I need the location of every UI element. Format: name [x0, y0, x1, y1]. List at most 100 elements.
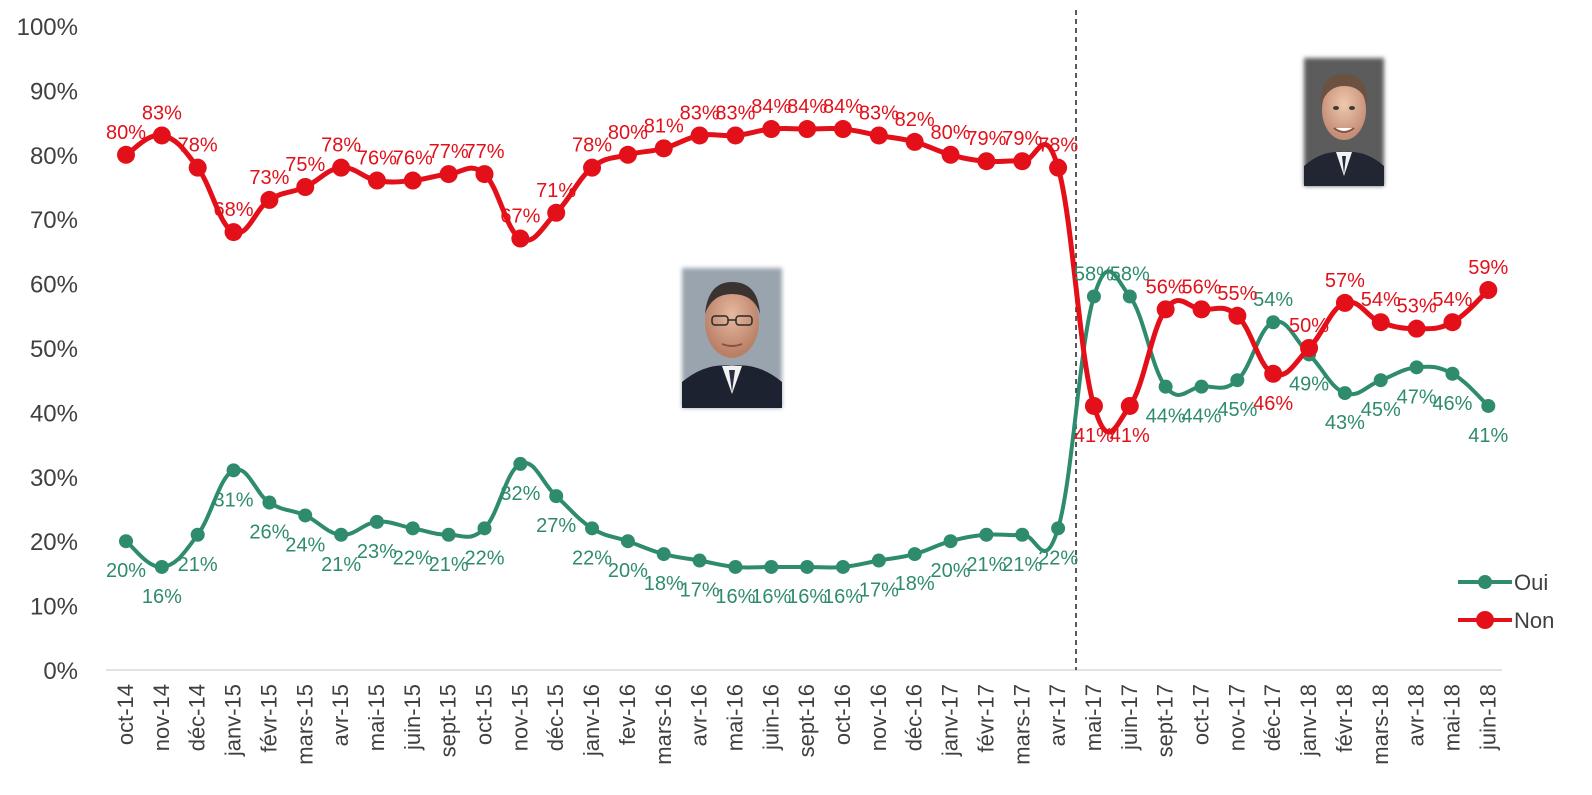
x-tick-label: mai-15 [364, 684, 389, 751]
series-line [124, 125, 1491, 435]
data-point [869, 126, 888, 145]
data-label: 21% [1002, 554, 1042, 576]
y-tick-label: 40% [30, 400, 78, 427]
data-label: 16% [751, 586, 791, 608]
data-label: 22% [464, 547, 504, 569]
legend: Oui Non [1458, 570, 1554, 633]
x-axis-ticks: oct-14 nov-14 déc-14 janv-15 févr-15 mars-15 a… [113, 684, 1500, 765]
y-tick-label: 30% [30, 465, 78, 492]
data-label: 83% [142, 102, 182, 124]
data-label: 47% [1397, 386, 1437, 408]
data-label: 24% [285, 534, 325, 556]
data-label: 22% [1038, 547, 1078, 569]
x-tick-label: nov-14 [149, 684, 174, 751]
data-point [369, 514, 384, 529]
y-tick-label: 0% [43, 658, 78, 685]
x-tick-label: déc-14 [185, 684, 210, 751]
data-label: 78% [1038, 135, 1078, 157]
data-point [441, 527, 456, 542]
data-label: 16% [715, 586, 755, 608]
data-point [334, 527, 349, 542]
data-label: 56% [1146, 276, 1186, 298]
data-point [1049, 158, 1068, 177]
x-tick-label: mai-16 [722, 684, 747, 751]
series-oui [119, 269, 1496, 574]
data-point [762, 120, 781, 139]
data-point [1300, 339, 1319, 357]
data-point [117, 145, 135, 164]
x-tick-label: oct-15 [472, 684, 497, 745]
data-point [1086, 289, 1101, 304]
data-point [1230, 373, 1245, 388]
x-tick-label: avr-15 [328, 684, 353, 746]
data-label: 54% [1253, 289, 1293, 311]
y-tick-label: 80% [30, 143, 78, 170]
data-point [1015, 527, 1030, 542]
x-tick-label: nov-17 [1224, 684, 1249, 751]
data-point [119, 534, 133, 549]
data-point [1228, 306, 1247, 325]
data-label: 83% [859, 102, 899, 124]
data-label: 79% [966, 128, 1006, 150]
data-label: 22% [393, 547, 433, 569]
data-point [405, 521, 420, 536]
data-point [296, 178, 315, 196]
data-label: 59% [1468, 257, 1508, 279]
data-label: 21% [966, 554, 1006, 576]
data-point [1373, 373, 1388, 388]
data-label: 20% [931, 560, 971, 582]
data-label: 84% [751, 96, 791, 118]
data-point [941, 145, 960, 164]
x-tick-label: déc-16 [902, 684, 927, 751]
x-tick-label: janv-15 [221, 684, 246, 757]
data-label: 46% [1432, 393, 1472, 415]
x-tick-label: mars-17 [1009, 684, 1034, 765]
data-point [654, 139, 673, 158]
data-label: 78% [178, 135, 218, 157]
data-label: 18% [895, 573, 935, 595]
x-tick-label: avr-18 [1404, 684, 1429, 746]
data-label: 41% [1110, 425, 1150, 447]
x-tick-label: févr-15 [256, 684, 281, 752]
data-point [979, 527, 994, 542]
x-tick-label: avr-17 [1045, 684, 1070, 746]
data-label: 45% [1217, 399, 1257, 421]
legend-swatch-marker [1478, 575, 1492, 589]
data-point [1084, 396, 1103, 415]
legend-label: Non [1514, 608, 1554, 633]
data-point [513, 456, 528, 471]
x-tick-label: janv-16 [579, 684, 604, 757]
x-tick-label: déc-15 [543, 684, 568, 751]
data-point [511, 229, 530, 248]
data-label: 78% [572, 135, 612, 157]
data-label: 84% [823, 96, 863, 118]
x-tick-label: juin-15 [400, 684, 425, 751]
data-label: 41% [1074, 425, 1114, 447]
legend-label: Oui [1514, 570, 1548, 595]
data-point [1120, 396, 1139, 415]
data-label: 67% [500, 206, 540, 228]
x-tick-label: févr-17 [973, 684, 998, 752]
data-label: 17% [680, 580, 720, 602]
data-label: 21% [321, 554, 361, 576]
x-tick-label: déc-17 [1260, 684, 1285, 751]
data-point [1156, 300, 1175, 319]
y-tick-label: 20% [30, 529, 78, 556]
data-label: 21% [429, 554, 469, 576]
y-tick-label: 100% [17, 14, 78, 41]
y-tick-label: 70% [30, 207, 78, 234]
data-point [1051, 521, 1066, 536]
data-label: 31% [214, 489, 254, 511]
data-point [188, 158, 207, 177]
x-tick-label: oct-16 [830, 684, 855, 745]
data-label: 54% [1432, 289, 1472, 311]
data-label: 57% [1325, 270, 1365, 292]
x-tick-label: sept-15 [436, 684, 461, 757]
data-label: 41% [1468, 425, 1508, 447]
data-point [728, 559, 743, 574]
data-point [977, 152, 996, 171]
data-point [154, 559, 169, 574]
data-point [1122, 289, 1137, 304]
data-label: 80% [931, 122, 971, 144]
data-label: 23% [357, 541, 397, 563]
